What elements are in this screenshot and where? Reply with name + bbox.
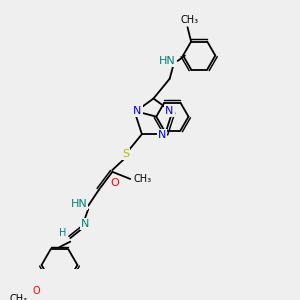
Text: N: N xyxy=(133,106,142,116)
Text: H: H xyxy=(59,228,67,238)
Text: CH₃: CH₃ xyxy=(180,15,198,25)
Text: O: O xyxy=(111,178,119,188)
Text: N: N xyxy=(165,106,174,116)
Text: CH₃: CH₃ xyxy=(134,174,152,184)
Text: N: N xyxy=(81,219,90,229)
Text: CH₃: CH₃ xyxy=(9,294,27,300)
Text: HN: HN xyxy=(71,199,88,209)
Text: S: S xyxy=(122,149,129,159)
Text: O: O xyxy=(32,286,40,296)
Text: HN: HN xyxy=(159,56,175,66)
Text: N: N xyxy=(158,130,166,140)
